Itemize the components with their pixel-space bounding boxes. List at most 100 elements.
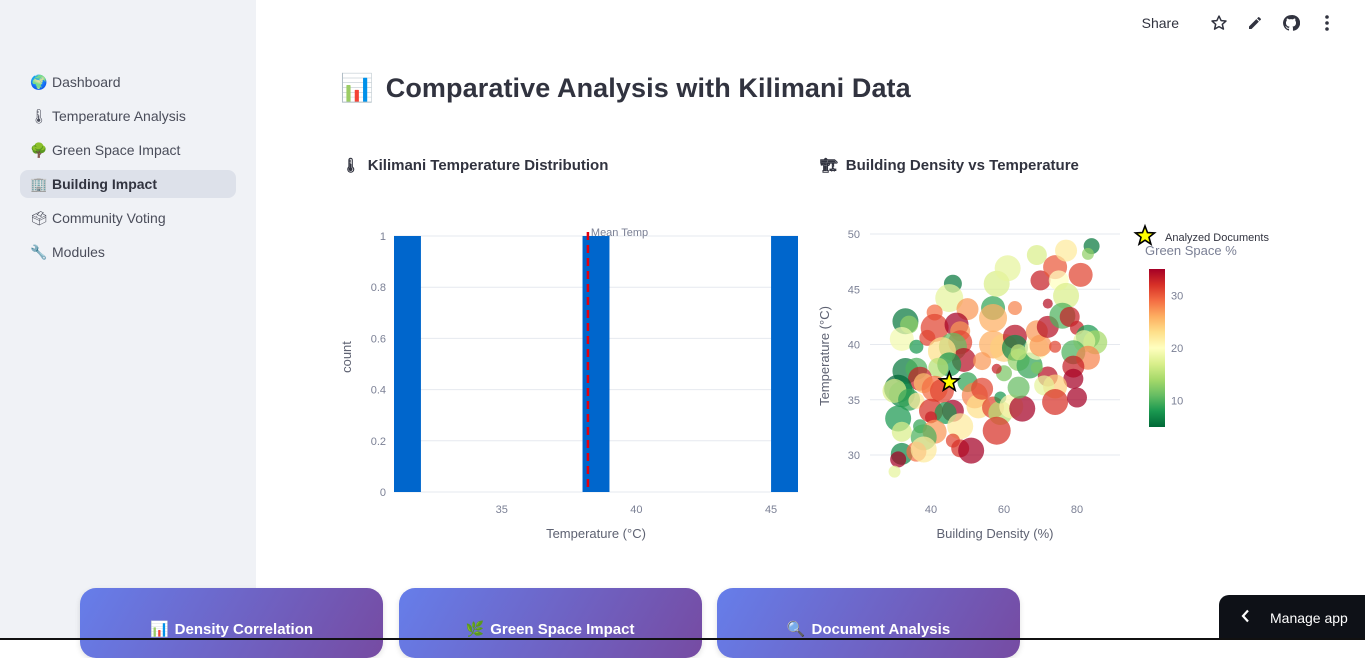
histogram-x-tick-label: 35: [496, 504, 508, 516]
sidebar-item-label: Modules: [52, 244, 105, 260]
scatter-point[interactable]: [1069, 263, 1093, 287]
histogram-y-tick-label: 1: [380, 231, 386, 243]
histogram-x-axis-label: Temperature (°C): [546, 526, 646, 541]
histogram-bar[interactable]: [771, 236, 798, 492]
histogram-x-tick-label: 45: [765, 504, 777, 516]
sidebar-item-dashboard[interactable]: 🌍Dashboard: [20, 68, 236, 96]
density-vs-temperature-title: Building Density vs Temperature: [846, 157, 1079, 174]
globe-icon: 🌍: [30, 74, 48, 91]
manage-app-button[interactable]: Manage app: [1219, 595, 1365, 640]
card-density-correlation: 📊 Density Correlation: [80, 588, 383, 658]
card-title-text: Document Analysis: [812, 621, 951, 638]
wrench-icon: 🔧: [30, 244, 48, 261]
temperature-histogram[interactable]: Mean Temp 0 0.2 0.4 0.6 0.8 1 35 40 45 Temperat…: [330, 200, 820, 560]
sidebar-nav: 🌍Dashboard 🌡Temperature Analysis 🌳Green Sp…: [20, 68, 236, 272]
sidebar-item-label: Community Voting: [52, 210, 166, 226]
scatter-point[interactable]: [973, 352, 991, 370]
histogram-y-tick-label: 0.4: [371, 385, 386, 397]
legend-star-icon: [1136, 226, 1155, 244]
sidebar-item-label: Temperature Analysis: [52, 108, 186, 124]
sidebar: 🌍Dashboard 🌡Temperature Analysis 🌳Green Sp…: [0, 0, 256, 640]
temperature-distribution-title: Kilimani Temperature Distribution: [368, 157, 609, 174]
thermometer-icon: 🌡: [30, 108, 48, 125]
colorbar-tick-label: 20: [1171, 343, 1183, 355]
scatter-x-tick-label: 60: [998, 504, 1010, 516]
histogram-y-tick-label: 0.8: [371, 282, 386, 294]
building-icon: 🏢: [30, 176, 48, 193]
scatter-point[interactable]: [1008, 301, 1022, 315]
temperature-distribution-heading: 🌡 Kilimani Temperature Distribution: [342, 157, 608, 174]
scatter-point[interactable]: [983, 417, 1011, 445]
bar-chart-icon: 📊: [150, 620, 169, 638]
scatter-point[interactable]: [1049, 341, 1061, 353]
sidebar-item-building-impact[interactable]: 🏢Building Impact: [20, 170, 236, 198]
scatter-point[interactable]: [1011, 344, 1027, 360]
histogram-y-tick-label: 0.6: [371, 333, 386, 345]
sidebar-item-label: Dashboard: [52, 74, 121, 90]
chevron-left-icon: [1241, 609, 1250, 626]
card-green-space-impact: 🌿 Green Space Impact: [399, 588, 702, 658]
histogram-y-tick-label: 0.2: [371, 436, 386, 448]
magnifier-icon: 🔍: [787, 620, 806, 638]
scatter-point[interactable]: [1031, 362, 1043, 374]
scatter-point[interactable]: [1043, 299, 1053, 309]
card-title: 🌿 Green Space Impact: [399, 620, 702, 638]
histogram-y-tick-label: 0: [380, 487, 386, 499]
scatter-point[interactable]: [979, 304, 1007, 332]
page-title-text: Comparative Analysis with Kilimani Data: [386, 73, 911, 104]
sidebar-item-community-voting[interactable]: 🗳Community Voting: [20, 204, 236, 232]
scatter-point[interactable]: [911, 436, 937, 462]
scatter-point[interactable]: [971, 378, 993, 400]
scatter-x-tick-label: 40: [925, 504, 937, 516]
scatter-point[interactable]: [1008, 377, 1030, 399]
scatter-y-tick-label: 30: [848, 450, 860, 462]
ballot-box-icon: 🗳: [30, 210, 48, 227]
construction-icon: 🏗: [820, 157, 838, 174]
scatter-point[interactable]: [1055, 240, 1077, 262]
colorbar-title: Green Space %: [1145, 243, 1237, 258]
histogram-y-axis-label: count: [339, 341, 354, 373]
herb-icon: 🌿: [466, 620, 485, 638]
sidebar-item-green-space-impact[interactable]: 🌳Green Space Impact: [20, 136, 236, 164]
sidebar-item-modules[interactable]: 🔧Modules: [20, 238, 236, 266]
scatter-point[interactable]: [1082, 248, 1094, 260]
density-temperature-scatter[interactable]: 30 35 40 45 50 40 60 80 Building Density (%) T…: [810, 200, 1290, 560]
colorbar-tick-label: 30: [1171, 290, 1183, 302]
scatter-y-tick-label: 50: [848, 229, 860, 241]
scatter-point[interactable]: [1009, 396, 1035, 422]
scatter-point[interactable]: [1042, 389, 1068, 415]
scatter-y-tick-label: 35: [848, 395, 860, 407]
scatter-point[interactable]: [995, 255, 1021, 281]
card-title: 🔍 Document Analysis: [717, 620, 1020, 638]
scatter-point[interactable]: [889, 466, 901, 478]
scatter-point[interactable]: [992, 364, 1002, 374]
page-title: 📊 Comparative Analysis with Kilimani Dat…: [340, 72, 911, 104]
scatter-legend[interactable]: Analyzed Documents: [1136, 226, 1270, 244]
colorbar: [1149, 269, 1165, 427]
card-document-analysis: 🔍 Document Analysis: [717, 588, 1020, 658]
scatter-x-axis-label: Building Density (%): [936, 526, 1053, 541]
card-title: 📊 Density Correlation: [80, 620, 383, 638]
mean-temperature-label: Mean Temp: [591, 227, 648, 239]
colorbar-tick-label: 10: [1171, 396, 1183, 408]
scatter-y-tick-label: 40: [848, 340, 860, 352]
scatter-point[interactable]: [958, 438, 984, 464]
card-title-text: Density Correlation: [175, 621, 313, 638]
histogram-bar[interactable]: [583, 236, 610, 492]
manage-app-label: Manage app: [1270, 610, 1348, 626]
scatter-y-axis-label: Temperature (°C): [817, 306, 832, 406]
histogram-x-tick-label: 40: [630, 504, 642, 516]
scatter-y-tick-label: 45: [848, 284, 860, 296]
sidebar-item-temperature-analysis[interactable]: 🌡Temperature Analysis: [20, 102, 236, 130]
sidebar-item-label: Building Impact: [52, 176, 157, 192]
scatter-x-tick-label: 80: [1071, 504, 1083, 516]
scatter-point[interactable]: [1027, 245, 1047, 265]
density-vs-temperature-heading: 🏗 Building Density vs Temperature: [820, 157, 1079, 174]
bar-chart-icon: 📊: [340, 72, 374, 104]
tree-icon: 🌳: [30, 142, 48, 159]
card-title-text: Green Space Impact: [490, 621, 634, 638]
scatter-point[interactable]: [892, 422, 912, 442]
scatter-point[interactable]: [1067, 388, 1087, 408]
histogram-bar[interactable]: [394, 236, 421, 492]
scatter-point[interactable]: [890, 451, 906, 467]
